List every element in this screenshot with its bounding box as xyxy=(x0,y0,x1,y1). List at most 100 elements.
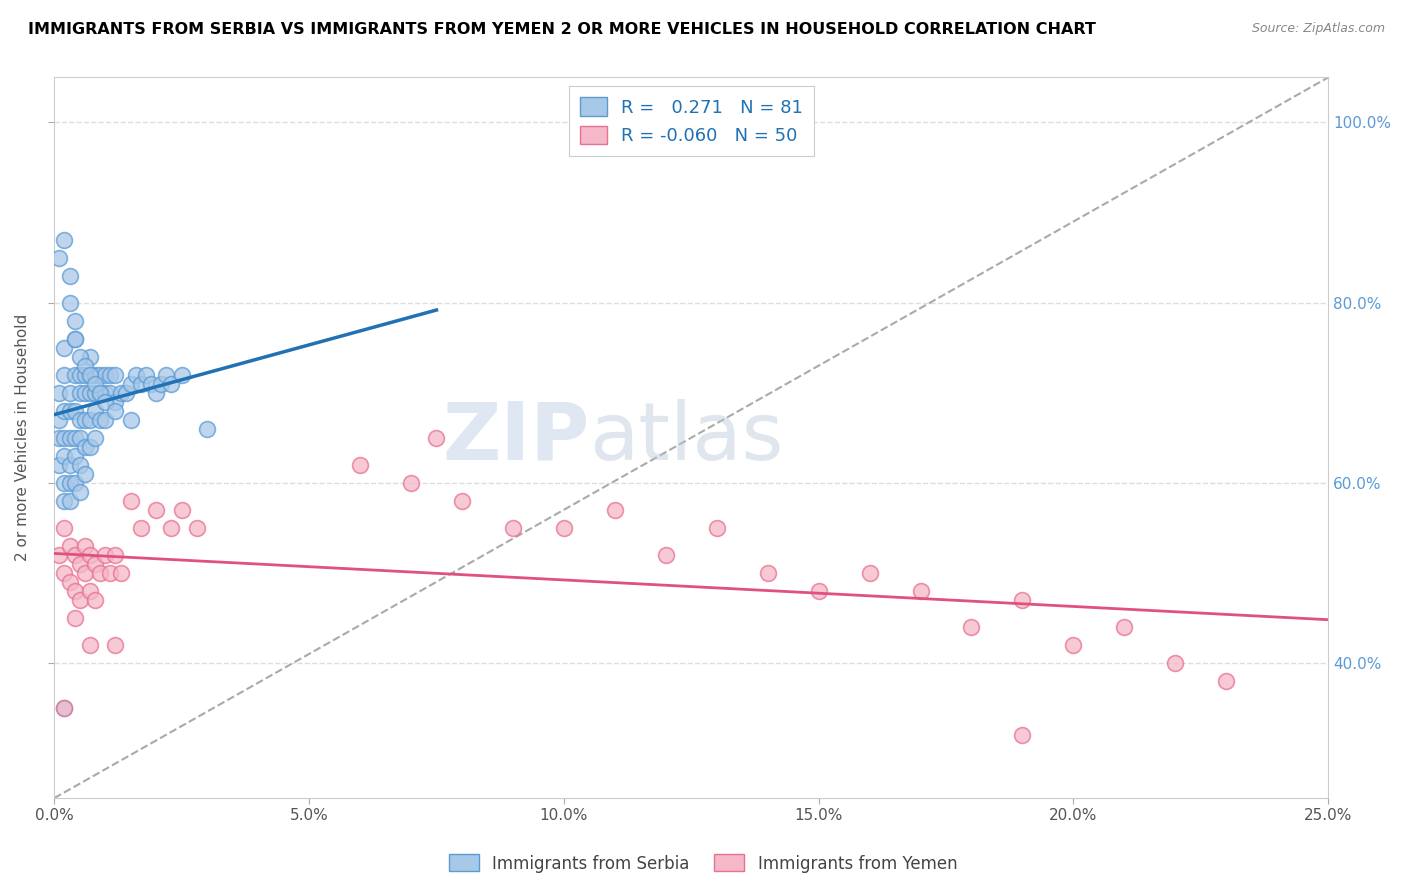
Point xyxy=(1011,728,1033,742)
Point xyxy=(69,557,91,571)
Point xyxy=(160,376,183,391)
Point xyxy=(807,583,830,598)
Point xyxy=(58,431,80,445)
Point xyxy=(58,475,80,490)
Legend: Immigrants from Serbia, Immigrants from Yemen: Immigrants from Serbia, Immigrants from … xyxy=(441,847,965,880)
Point xyxy=(135,368,157,382)
Point xyxy=(104,394,127,409)
Point xyxy=(79,638,101,652)
Point xyxy=(94,394,117,409)
Point xyxy=(120,413,142,427)
Point xyxy=(48,458,70,472)
Point xyxy=(655,548,678,562)
Point xyxy=(73,368,96,382)
Text: IMMIGRANTS FROM SERBIA VS IMMIGRANTS FROM YEMEN 2 OR MORE VEHICLES IN HOUSEHOLD : IMMIGRANTS FROM SERBIA VS IMMIGRANTS FRO… xyxy=(28,22,1097,37)
Point xyxy=(53,521,76,535)
Point xyxy=(58,539,80,553)
Point xyxy=(53,701,76,715)
Point xyxy=(94,385,117,400)
Point xyxy=(98,385,121,400)
Point xyxy=(53,431,76,445)
Point xyxy=(170,368,193,382)
Point xyxy=(706,521,728,535)
Point xyxy=(63,431,86,445)
Point xyxy=(53,701,76,715)
Point xyxy=(84,403,107,417)
Point xyxy=(73,566,96,580)
Point xyxy=(73,539,96,553)
Point xyxy=(451,493,474,508)
Point xyxy=(69,413,91,427)
Point xyxy=(69,350,91,364)
Point xyxy=(79,385,101,400)
Point xyxy=(58,268,80,283)
Point xyxy=(69,484,91,499)
Point xyxy=(139,376,162,391)
Point xyxy=(1011,593,1033,607)
Point xyxy=(114,385,136,400)
Point xyxy=(89,566,111,580)
Point xyxy=(69,593,91,607)
Point xyxy=(79,413,101,427)
Point xyxy=(155,368,177,382)
Point xyxy=(73,359,96,373)
Point xyxy=(63,332,86,346)
Point xyxy=(53,341,76,355)
Point xyxy=(1164,656,1187,670)
Point xyxy=(553,521,575,535)
Point xyxy=(145,385,167,400)
Point xyxy=(79,440,101,454)
Point xyxy=(53,493,76,508)
Point xyxy=(1114,620,1136,634)
Point xyxy=(69,368,91,382)
Point xyxy=(53,449,76,463)
Point xyxy=(104,548,127,562)
Point xyxy=(79,350,101,364)
Point xyxy=(63,332,86,346)
Point xyxy=(58,403,80,417)
Point xyxy=(94,548,117,562)
Point xyxy=(349,458,371,472)
Point xyxy=(58,493,80,508)
Point xyxy=(53,233,76,247)
Point xyxy=(63,313,86,327)
Point xyxy=(89,385,111,400)
Point xyxy=(98,368,121,382)
Text: Source: ZipAtlas.com: Source: ZipAtlas.com xyxy=(1251,22,1385,36)
Point xyxy=(104,368,127,382)
Point xyxy=(48,548,70,562)
Legend: R =   0.271   N = 81, R = -0.060   N = 50: R = 0.271 N = 81, R = -0.060 N = 50 xyxy=(568,87,814,156)
Text: atlas: atlas xyxy=(589,399,783,476)
Point xyxy=(84,431,107,445)
Point xyxy=(73,413,96,427)
Point xyxy=(73,467,96,481)
Point xyxy=(502,521,524,535)
Point xyxy=(94,413,117,427)
Point xyxy=(89,385,111,400)
Point xyxy=(53,475,76,490)
Point xyxy=(79,548,101,562)
Text: ZIP: ZIP xyxy=(441,399,589,476)
Point xyxy=(1062,638,1084,652)
Y-axis label: 2 or more Vehicles in Household: 2 or more Vehicles in Household xyxy=(15,314,30,561)
Point xyxy=(73,385,96,400)
Point xyxy=(603,503,626,517)
Point xyxy=(53,403,76,417)
Point xyxy=(858,566,880,580)
Point xyxy=(150,376,173,391)
Point xyxy=(79,368,101,382)
Point xyxy=(186,521,208,535)
Point xyxy=(69,458,91,472)
Point xyxy=(58,458,80,472)
Point xyxy=(129,521,152,535)
Point xyxy=(53,566,76,580)
Point xyxy=(170,503,193,517)
Point xyxy=(756,566,779,580)
Point xyxy=(120,376,142,391)
Point xyxy=(63,583,86,598)
Point xyxy=(94,368,117,382)
Point xyxy=(53,368,76,382)
Point xyxy=(58,574,80,589)
Point xyxy=(125,368,148,382)
Point xyxy=(48,413,70,427)
